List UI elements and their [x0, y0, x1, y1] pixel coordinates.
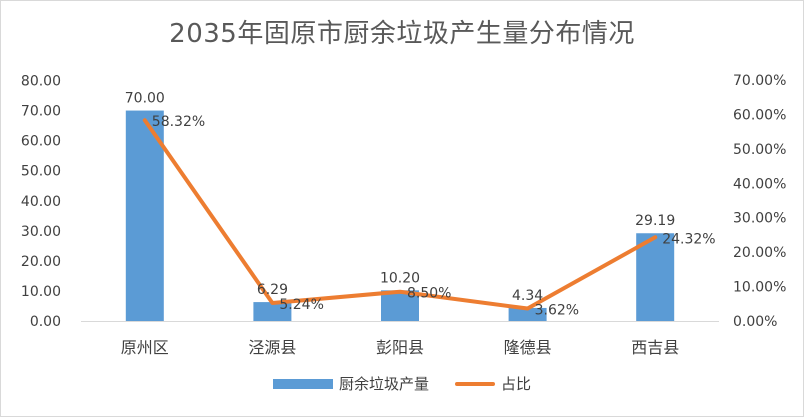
line-point	[143, 118, 147, 122]
y-right-tick-label: 20.00%	[733, 245, 786, 261]
x-category-label: 泾源县	[248, 338, 296, 357]
bar-data-label: 6.29	[257, 282, 288, 298]
legend-label-bar: 厨余垃圾产量	[338, 375, 429, 393]
line-point	[398, 290, 402, 294]
line-data-label: 3.62%	[535, 303, 579, 319]
y-left-tick-label: 60.00	[21, 134, 61, 150]
y-left-tick-label: 50.00	[21, 164, 61, 180]
legend-label-line: 占比	[501, 375, 532, 393]
bar	[636, 233, 675, 321]
y-left-tick-label: 10.00	[21, 284, 61, 300]
legend-swatch-bar	[272, 378, 333, 389]
y-right-tick-label: 30.00%	[733, 211, 786, 227]
y-right-tick-label: 60.00%	[733, 107, 786, 123]
bar-data-label: 29.19	[635, 213, 675, 229]
legend: 厨余垃圾产量 占比	[1, 373, 803, 394]
y-right-tick-label: 0.00%	[733, 314, 777, 330]
chart-title: 2035年固原市厨余垃圾产生量分布情况	[169, 19, 635, 49]
bar	[381, 290, 419, 321]
y-right-tick-label: 10.00%	[733, 280, 786, 296]
bar	[508, 307, 547, 321]
line-point	[653, 235, 657, 239]
bar-data-label: 10.20	[380, 270, 420, 286]
y-left-tick-label: 30.00	[21, 224, 61, 240]
bar-data-label: 4.34	[512, 288, 543, 304]
y-right-tick-label: 70.00%	[733, 73, 786, 89]
line-data-label: 8.50%	[407, 286, 451, 302]
line-point	[526, 307, 530, 311]
x-category-label: 彭阳县	[376, 338, 424, 357]
x-category-label: 隆德县	[504, 338, 552, 357]
y-left-tick-label: 70.00	[21, 104, 61, 120]
y-left-tick-label: 0.00	[30, 314, 61, 330]
y-left-tick-label: 80.00	[21, 74, 61, 90]
legend-swatch-line	[455, 381, 495, 386]
y-right-tick-label: 50.00%	[733, 142, 786, 158]
legend-item-bar: 厨余垃圾产量	[272, 373, 429, 394]
y-right-tick-label: 40.00%	[733, 176, 786, 192]
y-left-tick-label: 40.00	[21, 194, 61, 210]
line-data-label: 58.32%	[152, 114, 205, 130]
legend-item-line: 占比	[455, 373, 531, 394]
y-left-tick-label: 20.00	[21, 254, 61, 270]
line-data-label: 24.32%	[662, 231, 715, 247]
x-category-label: 西吉县	[631, 338, 679, 357]
bar	[253, 302, 292, 321]
bar	[125, 110, 164, 321]
line-data-label: 5.24%	[279, 297, 323, 313]
bar-data-label: 70.00	[125, 91, 165, 107]
x-category-label: 原州区	[121, 338, 169, 357]
line-point	[270, 301, 274, 305]
